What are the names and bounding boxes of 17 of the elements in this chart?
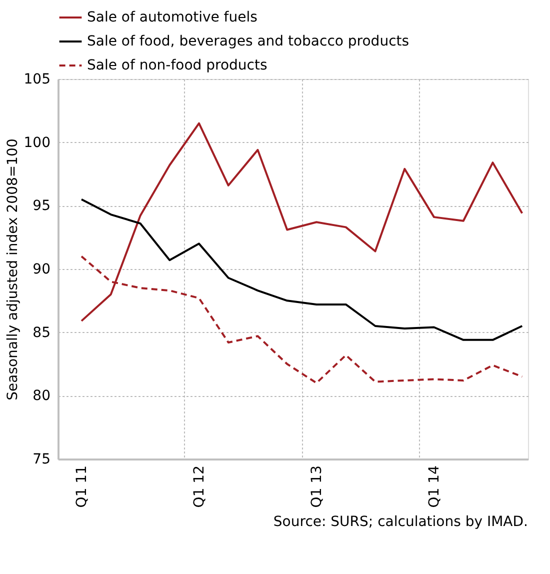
line-series xyxy=(80,198,524,341)
y-tick-label: 80 xyxy=(32,388,50,404)
y-tick-label: 75 xyxy=(32,452,50,468)
source-note: Source: SURS; calculations by IMAD. xyxy=(273,514,528,530)
y-tick-label: 95 xyxy=(32,198,50,214)
x-tick-label: Q1 13 xyxy=(309,466,325,508)
x-tick-label: Q1 11 xyxy=(74,466,90,508)
legend-label: Sale of food, beverages and tobacco products xyxy=(87,34,410,50)
x-tick-label: Q1 12 xyxy=(192,466,208,508)
y-tick-label: 105 xyxy=(24,72,50,88)
legend-label: Sale of non-food products xyxy=(87,58,268,74)
y-tick-label: 85 xyxy=(32,324,50,341)
y-axis-title: Seasonally adjusted index 2008=100 xyxy=(4,138,21,400)
y-tick-label: 90 xyxy=(32,262,50,278)
y-tick-label: 100 xyxy=(24,134,50,151)
x-tick-label: Q1 14 xyxy=(426,465,442,508)
legend-label: Sale of automotive fuels xyxy=(87,10,258,26)
